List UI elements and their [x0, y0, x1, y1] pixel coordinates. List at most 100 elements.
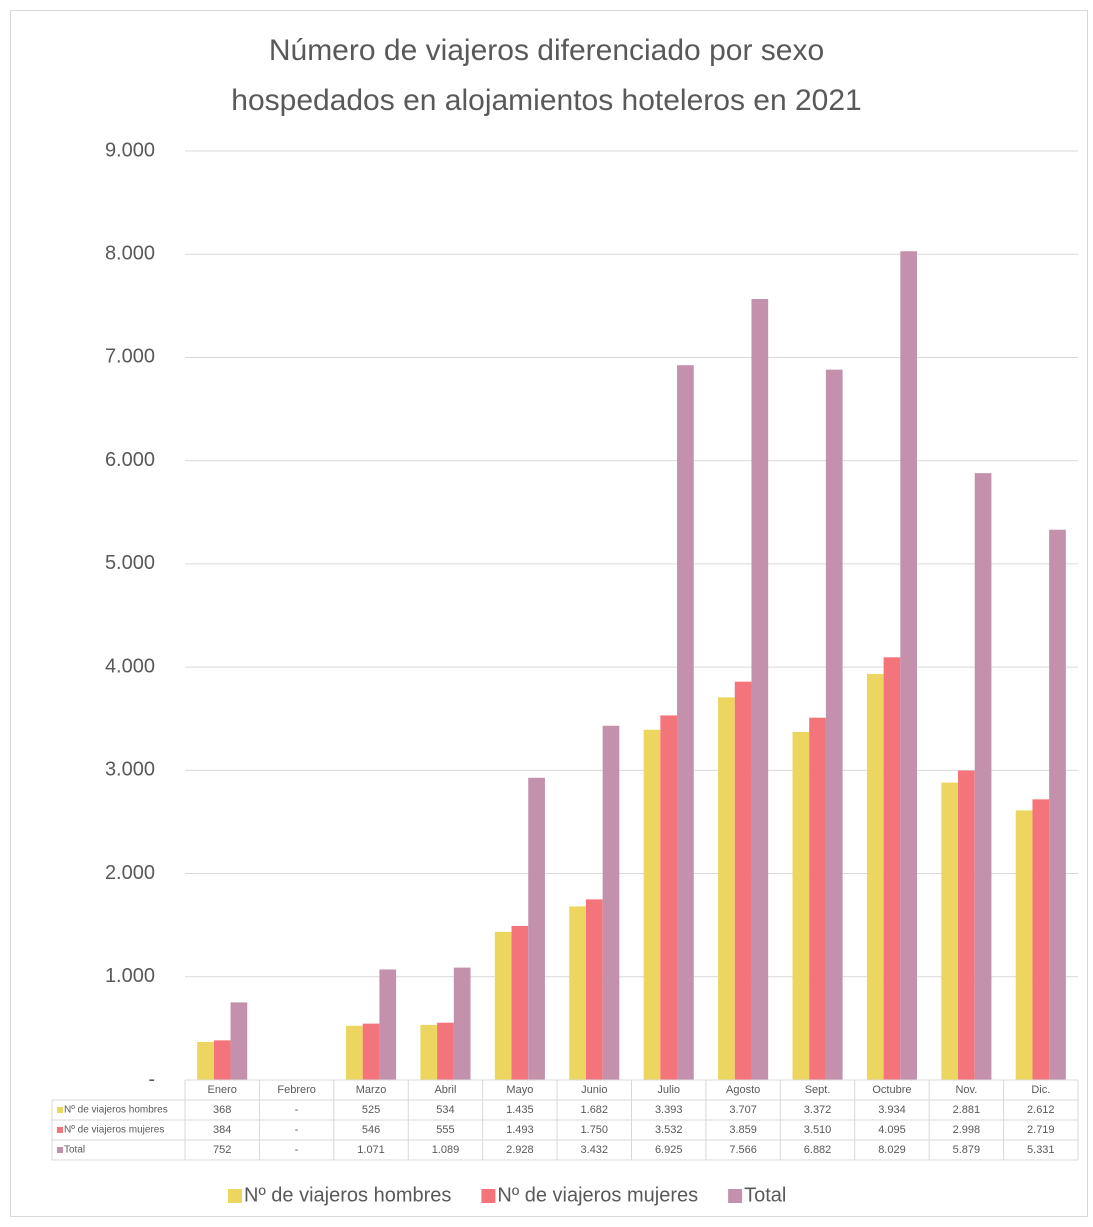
data-label: 384	[213, 1124, 231, 1136]
bar	[379, 969, 397, 1080]
data-label: 525	[362, 1104, 380, 1116]
y-tick-label: 9.000	[105, 139, 155, 161]
bar	[345, 1025, 363, 1080]
bar	[1049, 529, 1066, 1080]
y-tick-label: 7.000	[105, 346, 155, 368]
y-tick-label: 6.000	[105, 449, 155, 471]
legend-key	[728, 1189, 743, 1203]
data-label: 546	[362, 1124, 380, 1136]
data-label: 3.859	[729, 1124, 757, 1136]
data-label: 1.682	[581, 1104, 609, 1116]
data-label: 3.934	[878, 1104, 906, 1116]
data-label: 2.998	[953, 1124, 981, 1136]
data-label: 4.095	[878, 1124, 906, 1136]
data-label: 5.879	[953, 1144, 981, 1156]
y-tick-label: 1.000	[105, 965, 155, 987]
bar	[974, 473, 992, 1080]
bar	[420, 1024, 438, 1080]
bar	[569, 906, 586, 1080]
bar	[453, 967, 471, 1080]
data-label: 1.089	[432, 1144, 460, 1156]
bar	[792, 731, 810, 1080]
data-label: 555	[436, 1124, 454, 1136]
x-tick-label: Marzo	[356, 1084, 387, 1096]
table-row-label: Nº de viajeros hombres	[64, 1105, 168, 1116]
y-tick-label: -	[148, 1068, 155, 1090]
bar	[643, 729, 661, 1080]
chart-title: Número de viajeros diferenciado por sexo…	[231, 34, 862, 117]
y-tick-label: 5.000	[105, 552, 155, 574]
bar	[494, 931, 512, 1080]
data-label: 3.707	[729, 1104, 757, 1116]
title-box: Número de viajeros diferenciado por sexo…	[0, 26, 1093, 126]
x-tick-label: Sept.	[805, 1084, 831, 1096]
data-label: 5.331	[1027, 1144, 1055, 1156]
x-tick-label: Febrero	[277, 1084, 316, 1096]
bar	[1032, 799, 1050, 1080]
data-label: 1.493	[506, 1124, 534, 1136]
x-tick-label: Dic.	[1031, 1084, 1050, 1096]
data-label: 7.566	[729, 1144, 757, 1156]
y-tick-label: 8.000	[105, 243, 155, 265]
data-label: 3.372	[804, 1104, 832, 1116]
x-tick-label: Agosto	[726, 1084, 760, 1096]
data-label: -	[295, 1144, 299, 1156]
data-label: 3.432	[581, 1144, 609, 1156]
data-label: 3.393	[655, 1104, 683, 1116]
bar	[585, 899, 603, 1080]
x-tick-label: Junio	[581, 1084, 607, 1096]
data-label: 3.510	[804, 1124, 832, 1136]
bar	[866, 673, 884, 1080]
bar	[718, 697, 735, 1080]
bar	[528, 777, 545, 1080]
data-label: 6.925	[655, 1144, 683, 1156]
bar	[230, 1002, 248, 1080]
data-label: 1.435	[506, 1104, 534, 1116]
data-label: 2.612	[1027, 1104, 1055, 1116]
legend-label: Total	[744, 1184, 786, 1206]
table-row-label: Total	[64, 1145, 85, 1156]
table-legend-key	[57, 1147, 63, 1153]
data-label: 2.928	[506, 1144, 534, 1156]
bar	[751, 299, 769, 1081]
legend-label: Nº de viajeros hombres	[244, 1184, 451, 1206]
data-label: 534	[436, 1104, 454, 1116]
legend-key	[481, 1189, 496, 1203]
data-label: 368	[213, 1104, 231, 1116]
bar	[602, 725, 620, 1080]
y-tick-label: 3.000	[105, 759, 155, 781]
x-tick-label: Enero	[208, 1084, 237, 1096]
table-legend-key	[57, 1107, 63, 1113]
x-tick-label: Nov.	[955, 1084, 977, 1096]
x-tick-label: Abril	[434, 1084, 456, 1096]
bar	[825, 369, 843, 1081]
y-tick-label: 2.000	[105, 862, 155, 884]
bar	[941, 782, 959, 1080]
bar	[660, 715, 678, 1080]
data-label: 752	[213, 1144, 231, 1156]
x-tick-label: Mayo	[506, 1084, 533, 1096]
data-label: 1.071	[357, 1144, 385, 1156]
data-label: 6.882	[804, 1144, 832, 1156]
bar	[197, 1042, 214, 1080]
bar	[900, 251, 918, 1081]
y-tick-label: 4.000	[105, 655, 155, 677]
bar	[958, 770, 975, 1080]
table-legend-key	[57, 1127, 63, 1133]
bar	[362, 1023, 380, 1080]
bar	[511, 925, 529, 1080]
data-label: -	[295, 1124, 299, 1136]
data-label: 8.029	[878, 1144, 906, 1156]
bar	[883, 657, 901, 1080]
table-row-label: Nº de viajeros mujeres	[64, 1125, 164, 1136]
data-label: 2.719	[1027, 1124, 1055, 1136]
bar	[809, 717, 826, 1080]
bar	[677, 365, 694, 1080]
bar	[213, 1040, 231, 1080]
legend-label: Nº de viajeros mujeres	[497, 1184, 698, 1206]
data-label: 3.532	[655, 1124, 683, 1136]
data-label: 2.881	[953, 1104, 981, 1116]
bar	[734, 681, 752, 1080]
